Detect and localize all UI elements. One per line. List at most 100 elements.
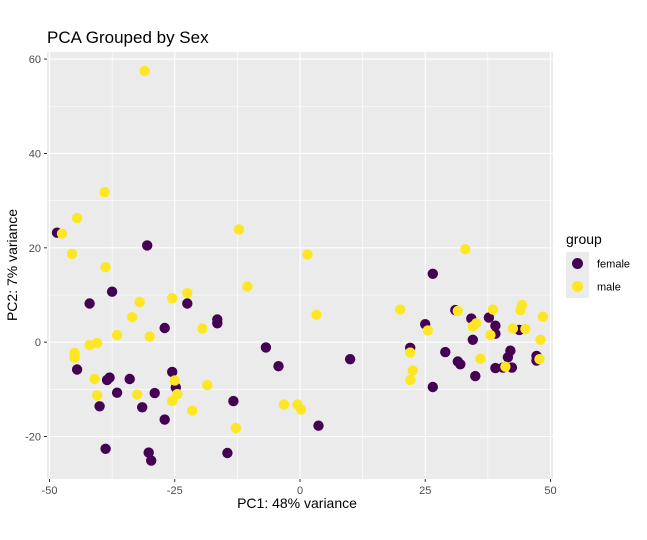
data-point-male [507,323,519,334]
data-point-male [487,304,499,315]
data-point-male [89,373,100,385]
y-tick-label: 0 [35,337,41,349]
data-point-female [167,366,178,378]
data-point-female [143,447,154,458]
legend-marker-female [572,258,583,269]
y-axis-ticks: -20 0 20 40 60 [25,54,47,444]
data-point-female [84,298,95,309]
data-point-male [233,224,245,235]
y-tick-label: 60 [29,54,41,66]
data-point-male [134,296,145,308]
data-point-female [505,345,516,356]
data-point-female [146,455,157,466]
data-point-male [405,347,416,358]
data-point-male [230,422,242,434]
data-point-female [159,414,170,425]
data-point-female [159,322,170,334]
data-point-male [302,249,313,260]
data-point-female [483,312,495,323]
data-point-female [455,359,466,370]
data-point-male [534,354,545,365]
data-point-female [427,381,438,393]
data-point-female [222,447,233,459]
data-point-male [311,309,322,320]
data-point-male [71,212,83,224]
data-point-female [111,387,123,398]
data-point-male [242,281,253,292]
data-point-male [132,389,143,400]
data-point-female [142,240,153,251]
data-point-male [520,323,531,335]
data-point-female [313,420,324,431]
data-point-female [273,361,284,372]
data-point-female [467,334,478,345]
x-tick-label: -25 [167,485,183,497]
data-point-female [71,364,83,375]
x-axis-ticks: -50 -25 0 25 50 [42,479,557,497]
y-tick-label: 20 [29,243,41,255]
x-axis-title: PC1: 48% variance [237,495,357,511]
data-point-male [187,405,198,416]
y-tick-label: -20 [25,432,41,444]
data-point-female [344,354,356,365]
data-point-male [167,293,178,304]
data-point-male [139,65,150,77]
data-point-female [94,401,105,412]
data-point-male [167,395,178,407]
data-point-female [260,342,272,353]
y-tick-label: 40 [29,148,41,160]
data-point-male [99,186,110,198]
data-point-female [490,320,501,331]
data-point-male [100,262,111,273]
x-tick-label: 0 [297,485,303,497]
data-point-male [278,399,290,410]
data-point-male [407,365,418,376]
data-point-male [537,311,549,322]
data-point-male [202,379,213,391]
data-point-female [124,373,135,385]
data-point-female [440,346,451,358]
y-axis-title: PC2: 7% variance [4,209,20,321]
data-point-female [228,395,239,407]
data-point-male [197,323,208,334]
data-point-female [104,372,115,383]
data-point-male [91,390,103,401]
data-point-female [137,402,148,413]
data-point-male [485,329,496,341]
data-point-male [111,329,123,341]
data-point-male [91,337,103,349]
data-point-male [182,287,193,299]
legend-title: group [566,231,602,247]
data-point-male [395,304,406,315]
data-point-male [500,361,511,372]
data-point-male [516,299,528,311]
data-point-male [471,318,482,329]
chart-title: PCA Grouped by Sex [47,28,209,47]
data-points [51,65,549,466]
data-point-female [100,443,111,454]
data-point-male [69,352,80,363]
data-point-female [149,387,160,399]
data-point-male [169,375,180,386]
data-point-male [66,248,78,260]
x-tick-label: 25 [419,485,431,497]
data-point-male [535,334,546,345]
data-point-female [470,370,481,382]
data-point-female [182,298,193,309]
data-point-female [106,286,118,297]
data-point-male [295,404,307,415]
data-point-male [475,353,486,364]
data-point-male [144,331,155,342]
data-point-male [422,325,433,336]
legend-marker-male [572,281,583,292]
legend-label-male: male [597,282,621,294]
data-point-male [460,244,471,255]
legend: group female male [566,231,630,298]
data-point-male [56,228,68,239]
x-tick-label: 50 [544,485,556,497]
data-point-male [127,312,138,323]
data-point-female [427,268,438,279]
data-point-male [405,374,416,386]
data-point-male [452,305,463,317]
